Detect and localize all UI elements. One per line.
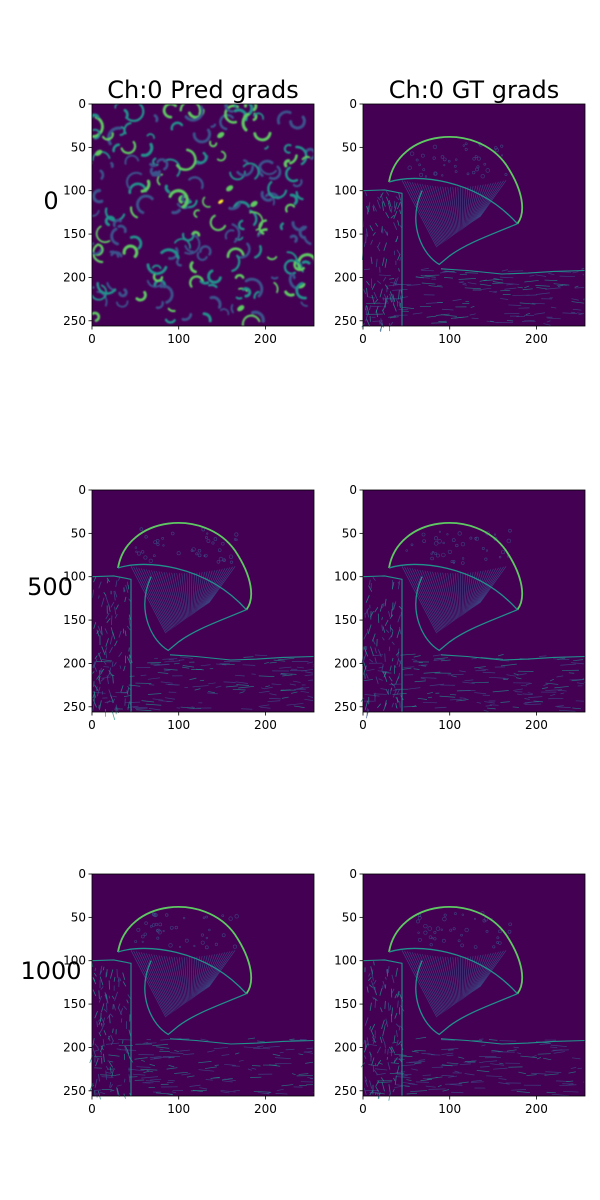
y-tick-label: 0 — [349, 97, 357, 111]
y-tick-label: 50 — [342, 526, 357, 540]
y-tick-label: 100 — [334, 184, 357, 198]
y-tick-label: 200 — [334, 270, 357, 284]
y-tick-label: 250 — [334, 700, 357, 714]
x-tick-label: 100 — [438, 332, 461, 346]
y-tick-label: 250 — [63, 314, 86, 328]
x-tick-label: 0 — [88, 718, 96, 732]
y-tick-label: 100 — [63, 954, 86, 968]
y-tick-label: 150 — [334, 997, 357, 1011]
y-tick-label: 200 — [334, 656, 357, 670]
row-label: 1000 — [20, 957, 81, 985]
axes-frame — [91, 873, 315, 1097]
y-tick-label: 250 — [63, 1084, 86, 1098]
y-tick-label: 100 — [334, 570, 357, 584]
row-label: 0 — [43, 187, 58, 215]
y-tick-label: 0 — [78, 97, 86, 111]
x-tick-label: 200 — [525, 1102, 548, 1116]
axes-frame — [91, 103, 315, 327]
heatmap-image — [363, 104, 585, 326]
y-tick-label: 150 — [334, 227, 357, 241]
y-tick-label: 250 — [63, 700, 86, 714]
axes-frame — [362, 873, 586, 1097]
y-tick-label: 100 — [334, 954, 357, 968]
x-tick-label: 200 — [254, 332, 277, 346]
y-tick-label: 200 — [63, 1040, 86, 1054]
y-tick-label: 0 — [78, 867, 86, 881]
y-tick-label: 250 — [334, 314, 357, 328]
axes-frame — [362, 489, 586, 713]
y-tick-label: 50 — [342, 140, 357, 154]
x-tick-label: 200 — [254, 1102, 277, 1116]
y-tick-label: 150 — [63, 997, 86, 1011]
y-tick-label: 50 — [342, 910, 357, 924]
x-tick-label: 100 — [167, 1102, 190, 1116]
x-tick-label: 0 — [359, 332, 367, 346]
x-tick-label: 0 — [88, 1102, 96, 1116]
x-tick-label: 100 — [438, 718, 461, 732]
x-tick-label: 0 — [359, 1102, 367, 1116]
column-title: Ch:0 GT grads — [389, 76, 560, 104]
y-tick-label: 50 — [71, 910, 86, 924]
y-tick-label: 150 — [63, 227, 86, 241]
y-tick-label: 200 — [63, 270, 86, 284]
panels-grid: Ch:0 Pred grads Ch:0 GT grads050010000501… — [20, 76, 586, 1116]
y-tick-label: 100 — [63, 184, 86, 198]
row-label: 500 — [27, 573, 73, 601]
y-tick-label: 50 — [71, 140, 86, 154]
x-tick-label: 0 — [359, 718, 367, 732]
x-tick-label: 100 — [167, 332, 190, 346]
y-tick-label: 250 — [334, 1084, 357, 1098]
y-tick-label: 200 — [63, 656, 86, 670]
x-tick-label: 200 — [525, 718, 548, 732]
y-tick-label: 0 — [349, 483, 357, 497]
x-tick-label: 200 — [525, 332, 548, 346]
y-tick-label: 150 — [334, 613, 357, 627]
axes-frame — [91, 489, 315, 713]
x-tick-label: 0 — [88, 332, 96, 346]
x-tick-label: 100 — [438, 1102, 461, 1116]
column-title: Ch:0 Pred grads — [107, 76, 299, 104]
x-tick-label: 200 — [254, 718, 277, 732]
axes-frame — [362, 103, 586, 327]
y-tick-label: 150 — [63, 613, 86, 627]
y-tick-label: 200 — [334, 1040, 357, 1054]
heatmap-image — [363, 490, 585, 712]
y-tick-label: 0 — [349, 867, 357, 881]
y-tick-label: 50 — [71, 526, 86, 540]
x-tick-label: 100 — [167, 718, 190, 732]
y-tick-label: 0 — [78, 483, 86, 497]
y-tick-label: 100 — [63, 570, 86, 584]
